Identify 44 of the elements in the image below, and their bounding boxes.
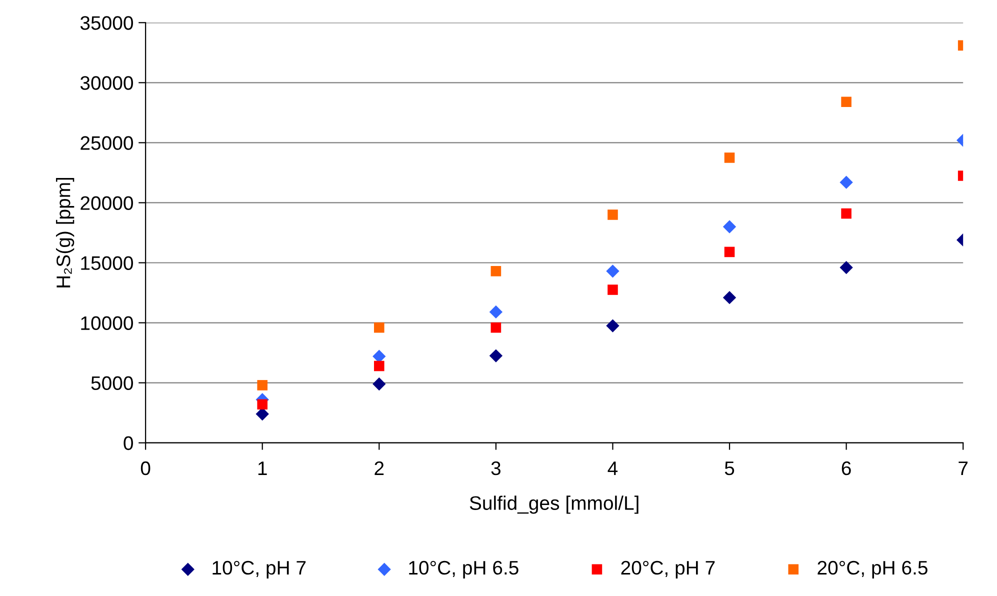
point xyxy=(257,380,268,390)
y-axis-title: H₂S(g) [ppm] xyxy=(56,178,74,288)
y-tick-label: 15000 xyxy=(81,256,133,270)
legend-label: 10°C, pH 7 xyxy=(212,560,306,578)
point xyxy=(724,246,735,258)
point xyxy=(374,322,384,333)
point xyxy=(372,350,386,363)
legend-label: 20°C, pH 6.5 xyxy=(818,560,928,578)
point xyxy=(489,305,503,319)
point xyxy=(257,399,268,410)
legend-label: 20°C, pH 7 xyxy=(621,560,715,578)
x-tick-label: 2 xyxy=(374,461,384,475)
x-tick-label: 3 xyxy=(491,461,500,476)
point xyxy=(490,322,502,333)
y-tick-label: 10000 xyxy=(81,316,133,330)
point xyxy=(606,264,620,278)
point xyxy=(606,319,620,332)
point xyxy=(841,208,852,219)
point xyxy=(372,377,386,391)
y-tick-label: 30000 xyxy=(80,76,133,90)
y-tick-label: 35000 xyxy=(80,16,133,30)
y-tick-label: 0 xyxy=(124,436,133,450)
x-tick-label: 4 xyxy=(608,462,618,475)
y-tick-label: 25000 xyxy=(80,136,133,150)
x-tick-label: 0 xyxy=(140,461,150,476)
point xyxy=(489,349,503,362)
x-tick-label: 5 xyxy=(724,462,734,476)
point xyxy=(490,266,502,276)
point xyxy=(722,290,736,304)
point xyxy=(608,210,618,220)
x-tick-label: 1 xyxy=(258,462,267,475)
x-tick-label: 6 xyxy=(842,461,851,476)
y-tick-label: 20000 xyxy=(80,196,133,210)
point xyxy=(722,220,736,234)
point xyxy=(608,284,618,295)
point xyxy=(840,176,853,189)
legend-label: 10°C, pH 6.5 xyxy=(409,560,518,578)
point xyxy=(841,96,852,108)
x-axis-title: Sulfid_ges [mmol/L] xyxy=(470,496,638,514)
point xyxy=(840,260,853,274)
y-tick-label: 5000 xyxy=(91,376,133,390)
point xyxy=(724,152,735,163)
x-tick-label: 7 xyxy=(958,462,968,475)
point xyxy=(374,360,384,372)
